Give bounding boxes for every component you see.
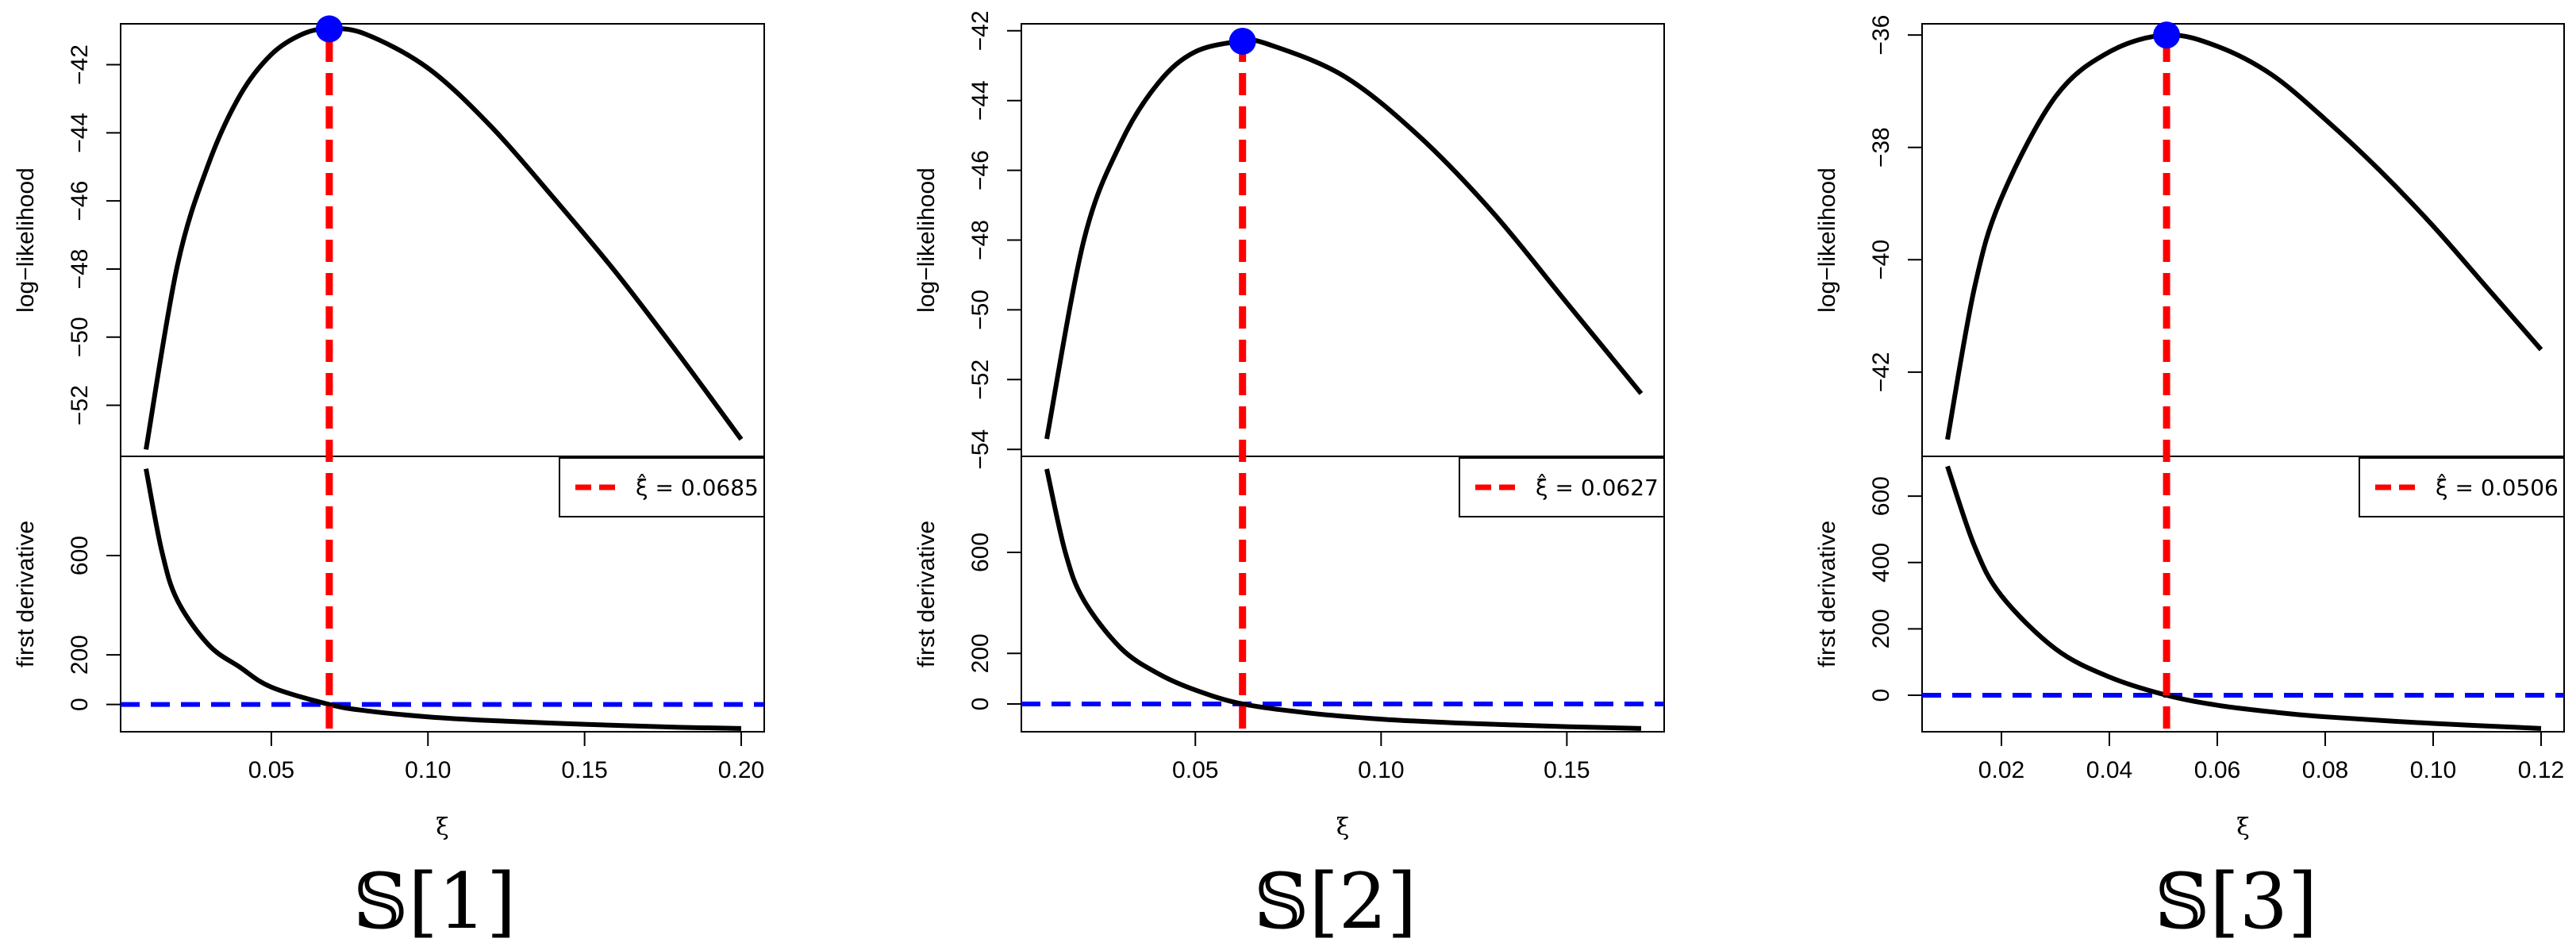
- plot-frame-top: [120, 23, 765, 457]
- legend-label: ξ̂ = 0.0627: [1536, 472, 1659, 501]
- x-tick-label: 0.10: [405, 757, 451, 783]
- series-line-derivative: [1044, 468, 1642, 731]
- y-tick-label-bottom: 600: [967, 533, 994, 572]
- y-tick-label-top: −44: [67, 113, 93, 153]
- x-axis-label: ξ: [1336, 813, 1350, 841]
- y-tick-label-bottom: 200: [67, 635, 93, 675]
- y-tick-label-top: −40: [1868, 240, 1894, 280]
- series-line-loglik: [1044, 37, 1644, 440]
- series-line-loglik: [1945, 33, 2543, 440]
- plot-frame-bottom: [1921, 456, 2565, 733]
- caption-s3: 𝕊[3]: [2155, 857, 2318, 946]
- x-tick-label: 0.12: [2518, 757, 2564, 783]
- y-tick-label-top: −46: [967, 150, 994, 190]
- y-tick-label-top: −42: [1868, 352, 1894, 392]
- peak-marker: [2153, 21, 2181, 49]
- y-axis-label-top: log−likelihood: [1814, 167, 1840, 313]
- y-tick-label-top: −52: [967, 360, 994, 400]
- plot-frame-top: [1021, 23, 1665, 457]
- plot-frame-bottom: [1021, 456, 1665, 733]
- y-tick-label-top: −42: [967, 10, 994, 51]
- y-tick-label-top: −38: [1868, 127, 1894, 167]
- y-tick-label-top: −48: [67, 249, 93, 290]
- y-tick-label-bottom: 200: [967, 633, 994, 673]
- y-tick-label-bottom: 600: [67, 536, 93, 575]
- y-tick-label-top: −50: [67, 317, 93, 357]
- x-tick-label: 0.10: [2410, 757, 2456, 783]
- x-tick-label: 0.08: [2302, 757, 2348, 783]
- y-tick-label-bottom: 0: [67, 698, 93, 711]
- y-axis-label-bottom: first derivative: [913, 521, 940, 667]
- y-tick-label-bottom: 400: [1868, 543, 1894, 583]
- series-line-loglik: [144, 26, 744, 450]
- y-axis-label-bottom: first derivative: [1814, 521, 1840, 667]
- y-axis-label-bottom: first derivative: [13, 521, 39, 667]
- caption-s1: 𝕊[1]: [353, 857, 517, 946]
- legend-box: [1459, 457, 1665, 517]
- peak-marker: [315, 15, 343, 43]
- x-tick-label: 0.15: [1544, 757, 1590, 783]
- series-line-derivative: [1945, 465, 2542, 731]
- x-tick-label: 0.15: [561, 757, 607, 783]
- series-line-derivative: [144, 468, 742, 731]
- x-tick-label: 0.06: [2194, 757, 2240, 783]
- plot-frame-bottom: [120, 456, 765, 733]
- x-tick-label: 0.10: [1358, 757, 1404, 783]
- x-tick-label: 0.20: [718, 757, 764, 783]
- x-tick-label: 0.04: [2086, 757, 2132, 783]
- peak-marker: [1228, 27, 1256, 55]
- legend-label: ξ̂ = 0.0506: [2436, 472, 2559, 501]
- caption-s2: 𝕊[2]: [1254, 857, 1417, 946]
- x-axis-label: ξ: [436, 813, 449, 841]
- x-tick-label: 0.05: [248, 757, 294, 783]
- y-tick-label-bottom: 200: [1868, 609, 1894, 648]
- y-tick-label-top: −48: [967, 220, 994, 260]
- y-tick-label-bottom: 0: [967, 698, 994, 711]
- y-tick-label-top: −42: [67, 44, 93, 85]
- y-axis-label-top: log−likelihood: [913, 167, 940, 313]
- plot-frame-top: [1921, 23, 2565, 457]
- y-tick-label-top: −52: [67, 385, 93, 425]
- x-tick-label: 0.02: [1978, 757, 2024, 783]
- y-tick-label-top: −54: [967, 429, 994, 470]
- x-tick-label: 0.05: [1172, 757, 1218, 783]
- y-tick-label-top: −44: [967, 80, 994, 121]
- y-axis-label-top: log−likelihood: [13, 167, 39, 313]
- y-tick-label-bottom: 0: [1868, 689, 1894, 702]
- x-axis-label: ξ: [2236, 813, 2250, 841]
- y-tick-label-bottom: 600: [1868, 476, 1894, 516]
- y-tick-label-top: −36: [1868, 15, 1894, 56]
- legend-box: [2359, 457, 2565, 517]
- legend-label: ξ̂ = 0.0685: [636, 472, 759, 501]
- y-tick-label-top: −46: [67, 181, 93, 221]
- y-tick-label-top: −50: [967, 290, 994, 330]
- legend-box: [559, 457, 765, 517]
